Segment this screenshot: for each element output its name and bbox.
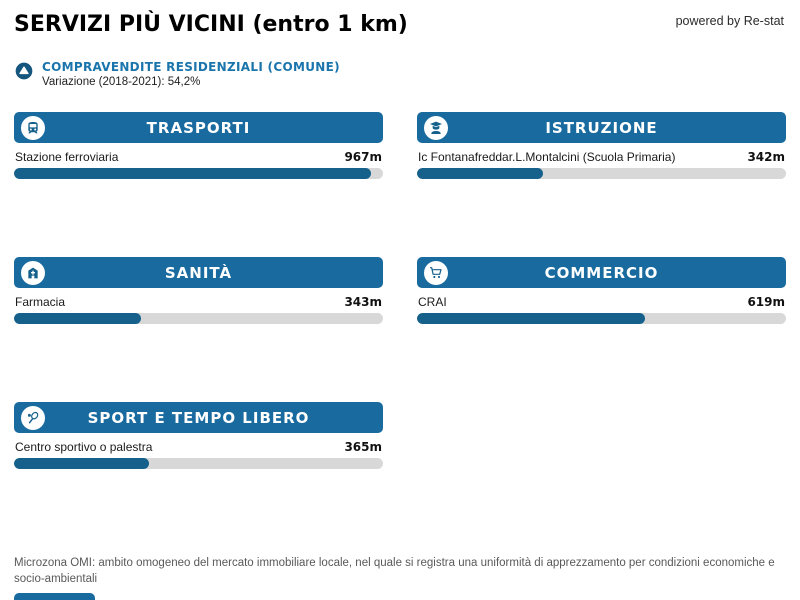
distance-bar-fill (417, 168, 544, 179)
card-sanita: SANITÀ Farmacia 343m (14, 257, 383, 324)
card-title: TRASPORTI (146, 118, 251, 137)
clipped-next-section-bar (14, 593, 95, 600)
card-item-row: Stazione ferroviaria 967m (15, 150, 382, 164)
card-item-row: Centro sportivo o palestra 365m (15, 440, 382, 454)
item-label: Farmacia (15, 295, 66, 309)
subheader-text: COMPRAVENDITE RESIDENZIALI (COMUNE) Vari… (42, 60, 340, 88)
page-title: SERVIZI PIÙ VICINI (entro 1 km) (14, 12, 408, 37)
trend-up-circle-icon (14, 61, 34, 81)
card-title: COMMERCIO (544, 263, 659, 282)
item-label: Stazione ferroviaria (15, 150, 119, 164)
distance-bar-track (14, 458, 383, 469)
card-header: COMMERCIO (417, 257, 786, 288)
card-title: ISTRUZIONE (545, 118, 658, 137)
distance-bar-track (14, 168, 383, 179)
card-item-row: Farmacia 343m (15, 295, 382, 309)
item-distance-value: 967m (344, 150, 382, 164)
card-title: SPORT E TEMPO LIBERO (87, 408, 310, 427)
card-commercio: COMMERCIO CRAI 619m (417, 257, 786, 324)
distance-bar-track (14, 313, 383, 324)
distance-bar-track (417, 168, 786, 179)
card-title: SANITÀ (164, 263, 233, 282)
card-header: SPORT E TEMPO LIBERO (14, 402, 383, 433)
train-icon (21, 115, 45, 140)
distance-bar-fill (14, 458, 149, 469)
subheader-label: COMPRAVENDITE RESIDENZIALI (COMUNE) (42, 60, 340, 74)
card-sport: SPORT E TEMPO LIBERO Centro sportivo o p… (14, 402, 383, 469)
subheader: COMPRAVENDITE RESIDENZIALI (COMUNE) Vari… (14, 60, 340, 88)
card-istruzione: ISTRUZIONE Ic Fontanafreddar.L.Montalcin… (417, 112, 786, 179)
tennis-racket-icon (21, 405, 45, 430)
card-trasporti: TRASPORTI Stazione ferroviaria 967m (14, 112, 383, 179)
distance-bar-track (417, 313, 786, 324)
item-label: Centro sportivo o palestra (15, 440, 153, 454)
item-distance-value: 342m (747, 150, 785, 164)
card-header: ISTRUZIONE (417, 112, 786, 143)
item-label: CRAI (418, 295, 447, 309)
card-header: TRASPORTI (14, 112, 383, 143)
footer-note: Microzona OMI: ambito omogeneo del merca… (14, 557, 775, 585)
distance-bar-fill (417, 313, 646, 324)
cart-icon (424, 260, 448, 285)
powered-by-label: powered by Re-stat (675, 14, 784, 28)
item-distance-value: 619m (747, 295, 785, 309)
item-label: Ic Fontanafreddar.L.Montalcini (Scuola P… (418, 150, 676, 164)
card-item-row: CRAI 619m (418, 295, 785, 309)
distance-bar-fill (14, 168, 371, 179)
distance-bar-fill (14, 313, 141, 324)
card-item-row: Ic Fontanafreddar.L.Montalcini (Scuola P… (418, 150, 785, 164)
hospital-icon (21, 260, 45, 285)
cards-grid: TRASPORTI Stazione ferroviaria 967m ISTR… (14, 112, 786, 469)
subheader-variation: Variazione (2018-2021): 54,2% (42, 76, 201, 88)
item-distance-value: 365m (344, 440, 382, 454)
card-header: SANITÀ (14, 257, 383, 288)
graduate-icon (424, 115, 448, 140)
item-distance-value: 343m (344, 295, 382, 309)
